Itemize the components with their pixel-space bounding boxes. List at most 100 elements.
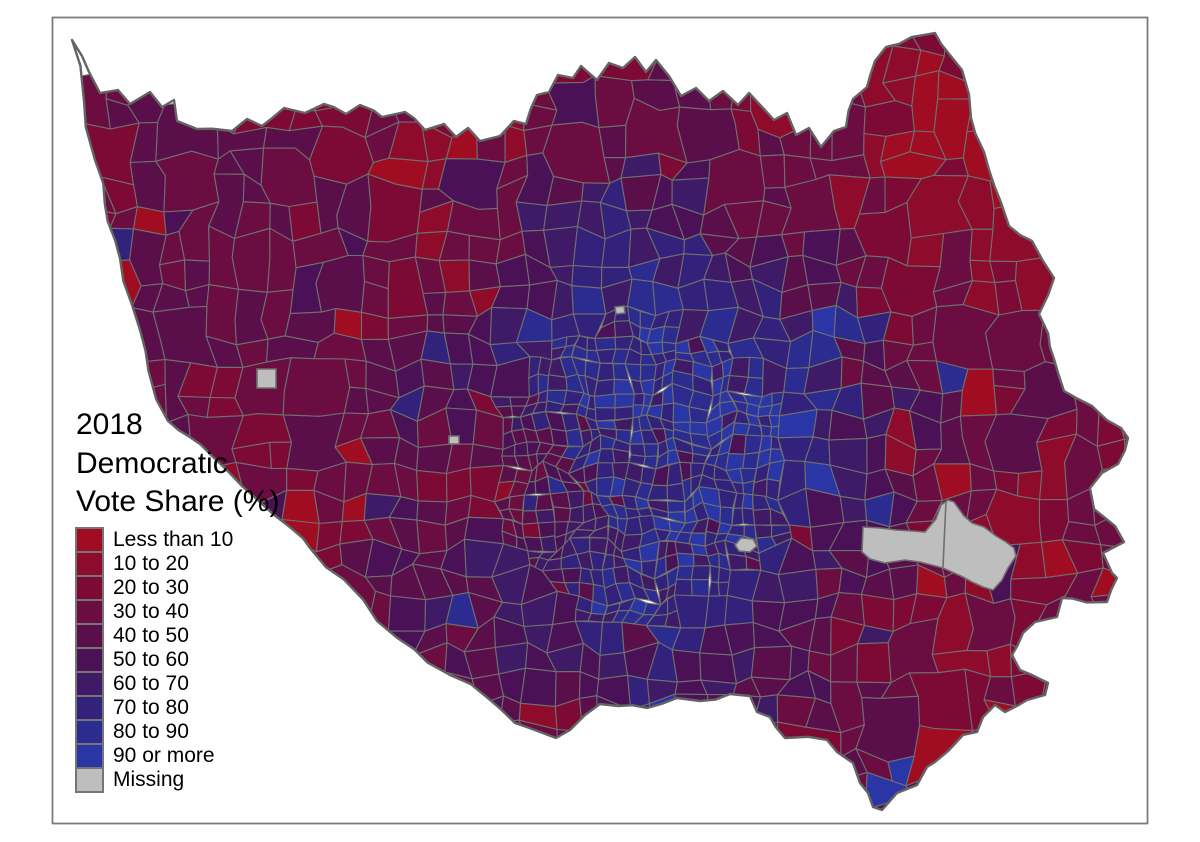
legend-label: 30 to 40 [113,600,189,623]
legend-row: 10 to 20 [75,551,233,577]
precinct-polygon [571,285,607,315]
precinct-polygon [673,594,710,629]
missing-area [614,305,626,315]
precinct-polygon [476,122,506,163]
legend-row: Missing [75,767,233,793]
legend-row: 60 to 70 [75,671,233,697]
precinct-polygon [598,652,629,680]
precinct-polygon [699,652,738,685]
precinct-polygon [1016,470,1043,501]
precinct-polygon [521,522,541,539]
precinct-polygon [523,536,544,552]
precinct-layer [72,33,1128,810]
precinct-polygon [866,433,887,475]
precinct-polygon [594,33,660,82]
precinct-polygon [603,582,623,607]
legend-row: 20 to 30 [75,575,233,601]
legend-label: Less than 10 [113,528,234,551]
precinct-polygon [629,321,641,340]
precinct-polygon [726,375,749,394]
precinct-polygon [725,693,762,731]
precinct-polygon [522,45,558,111]
precinct-polygon [752,508,772,526]
precinct-polygon [523,481,537,496]
precinct-polygon [811,48,868,108]
precinct-polygon [471,695,505,730]
precinct-polygon [286,467,319,491]
precinct-polygon [314,44,375,112]
precinct-polygon [599,621,625,656]
precinct-polygon [964,592,1016,652]
precinct-polygon [101,43,139,106]
precinct-polygon [666,500,686,513]
precinct-polygon [654,528,672,542]
precinct-polygon [519,667,557,708]
missing-area [256,368,277,389]
precinct-polygon [550,428,569,447]
precinct-polygon [594,336,617,351]
legend-swatch [75,551,104,577]
precinct-polygon [747,356,765,379]
precinct-polygon [568,505,585,525]
precinct-polygon [426,314,445,334]
precinct-polygon [229,515,297,580]
precinct-polygon [690,579,710,598]
precinct-polygon [543,200,583,231]
precinct-polygon [727,553,748,571]
precinct-polygon [653,556,667,580]
precinct-polygon [569,528,596,539]
precinct-polygon [759,154,786,189]
precinct-polygon [72,70,111,132]
precinct-polygon [596,476,615,497]
missing-area-divider [942,500,947,568]
precinct-polygon [551,346,567,361]
precinct-polygon [704,595,728,629]
precinct-polygon [547,374,568,391]
precinct-polygon [574,608,592,622]
map-title-line3: Vote Share (%) [76,485,280,518]
missing-area [733,537,759,553]
precinct-polygon [611,448,630,465]
legend-row: 50 to 60 [75,647,233,673]
precinct-polygon [387,595,427,632]
precinct-polygon [596,462,615,480]
precinct-polygon [830,771,868,810]
precinct-polygon [880,256,941,317]
legend-label: 80 to 90 [113,720,189,743]
plot-frame [51,16,1149,825]
legend-swatch [75,767,104,793]
precinct-polygon [420,671,446,707]
precinct-polygon [750,645,793,681]
precinct-polygon [959,368,998,417]
legend-label: 40 to 50 [113,624,189,647]
legend-row: 90 or more [75,743,233,769]
precinct-polygon [706,429,723,450]
precinct-polygon [571,264,603,289]
precinct-polygon [570,345,588,361]
precinct-polygon [856,642,892,684]
legend-swatch [75,599,104,625]
precinct-polygon [74,259,142,318]
county-boundary [70,31,1130,812]
legend-row: 80 to 90 [75,719,233,745]
precinct-polygon [566,490,585,510]
legend-row: 40 to 50 [75,623,233,649]
precinct-polygon [969,228,994,262]
precinct-polygon [724,595,754,626]
precinct-polygon [754,524,773,539]
precinct-polygon [1037,207,1076,269]
precinct-polygon [155,150,220,213]
precinct-polygon [969,726,999,753]
precinct-polygon [676,552,695,568]
precinct-polygon [205,284,239,346]
precinct-polygon [673,578,693,598]
precinct-polygon [593,378,615,397]
missing-area-layer [256,305,1017,591]
missing-area [448,435,460,445]
precinct-polygon [613,417,634,432]
legend-label: 90 or more [113,744,215,767]
precinct-polygon [777,721,842,788]
precinct-polygon [561,567,582,584]
precinct-polygon [830,801,893,810]
precinct-polygon [729,356,751,378]
